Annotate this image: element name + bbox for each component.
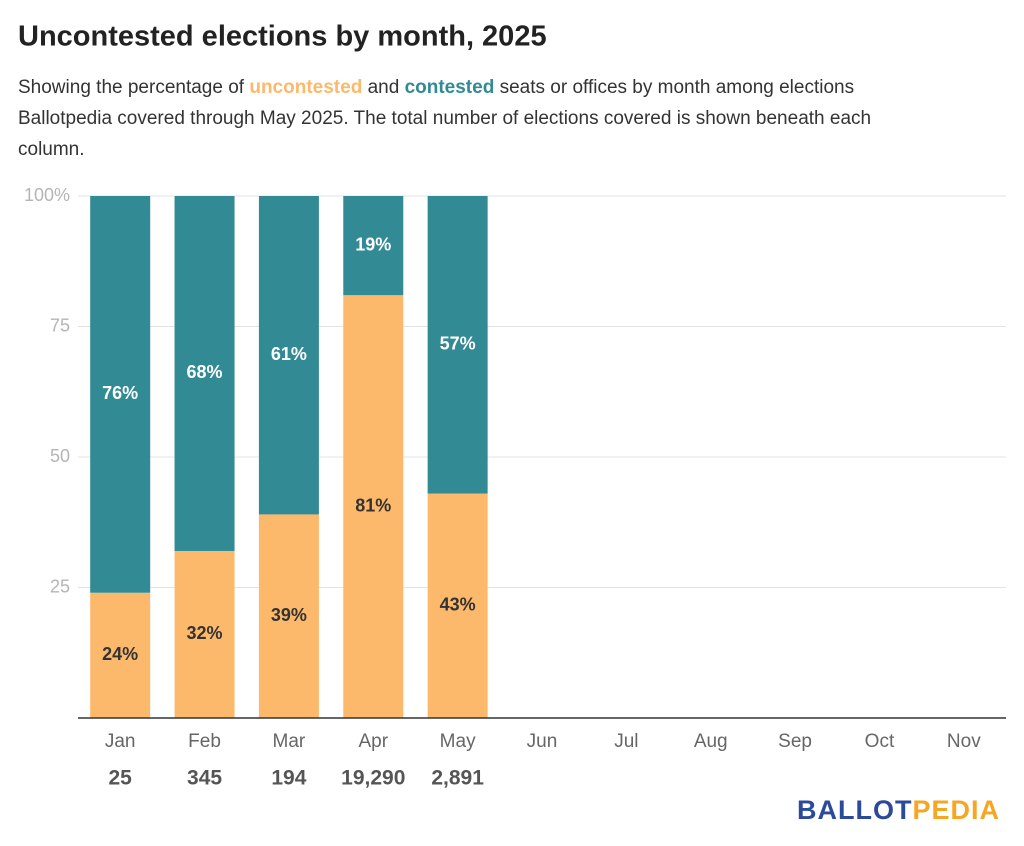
y-tick-label: 75 [50,315,70,335]
data-label: 57% [440,334,476,354]
logo: BALLOTPEDIA [797,795,1000,825]
data-label: 61% [271,344,307,364]
subtitle-series: contested [405,77,495,98]
data-label: 39% [271,605,307,625]
total-label: 2,891 [431,767,484,790]
data-label: 24% [102,644,138,664]
bar-segment [258,196,319,515]
y-tick-label: 25 [50,576,70,596]
x-tick-label: Mar [273,731,306,752]
subtitle-line: Showing the percentage of uncontested an… [18,77,854,98]
subtitle-text: seats or offices by month among election… [494,77,854,98]
bar-segment [90,592,151,718]
y-tick-label: 50 [50,446,70,466]
bar-segment [427,196,488,494]
total-label: 194 [271,767,306,790]
data-label: 43% [440,595,476,615]
data-label: 81% [355,495,391,515]
logo-part: PEDIA [912,795,1000,825]
bar-segment [427,493,488,718]
bar-segment [174,196,235,551]
subtitle-text: and [362,77,404,98]
x-tick-label: Nov [947,731,981,752]
subtitle-line: column. [18,139,85,160]
data-label: 32% [187,623,223,643]
total-label: 345 [187,767,222,790]
data-label: 68% [187,362,223,382]
bar-segment [343,196,404,296]
subtitle-series: uncontested [249,77,362,98]
x-tick-label: Sep [778,731,812,752]
data-label: 76% [102,383,138,403]
x-tick-label: Jul [614,731,638,752]
x-tick-label: Feb [188,731,221,752]
total-label: 19,290 [341,767,405,790]
total-label: 25 [109,767,133,790]
subtitle-line: Ballotpedia covered through May 2025. Th… [18,108,871,129]
x-tick-label: Aug [694,731,728,752]
data-label: 19% [355,234,391,254]
x-tick-label: Oct [865,731,895,752]
x-tick-label: Jun [527,731,558,752]
bar-segment [343,295,404,718]
x-tick-label: May [440,731,476,752]
x-tick-label: Apr [358,731,388,752]
chart-title: Uncontested elections by month, 2025 [18,21,547,53]
bar-segment [174,550,235,718]
y-tick-label: 100% [24,185,70,205]
bar-segment [258,514,319,718]
x-tick-label: Jan [105,731,136,752]
subtitle-text: Showing the percentage of [18,77,249,98]
logo-part: BALLOT [797,795,912,825]
bar-segment [90,196,151,593]
